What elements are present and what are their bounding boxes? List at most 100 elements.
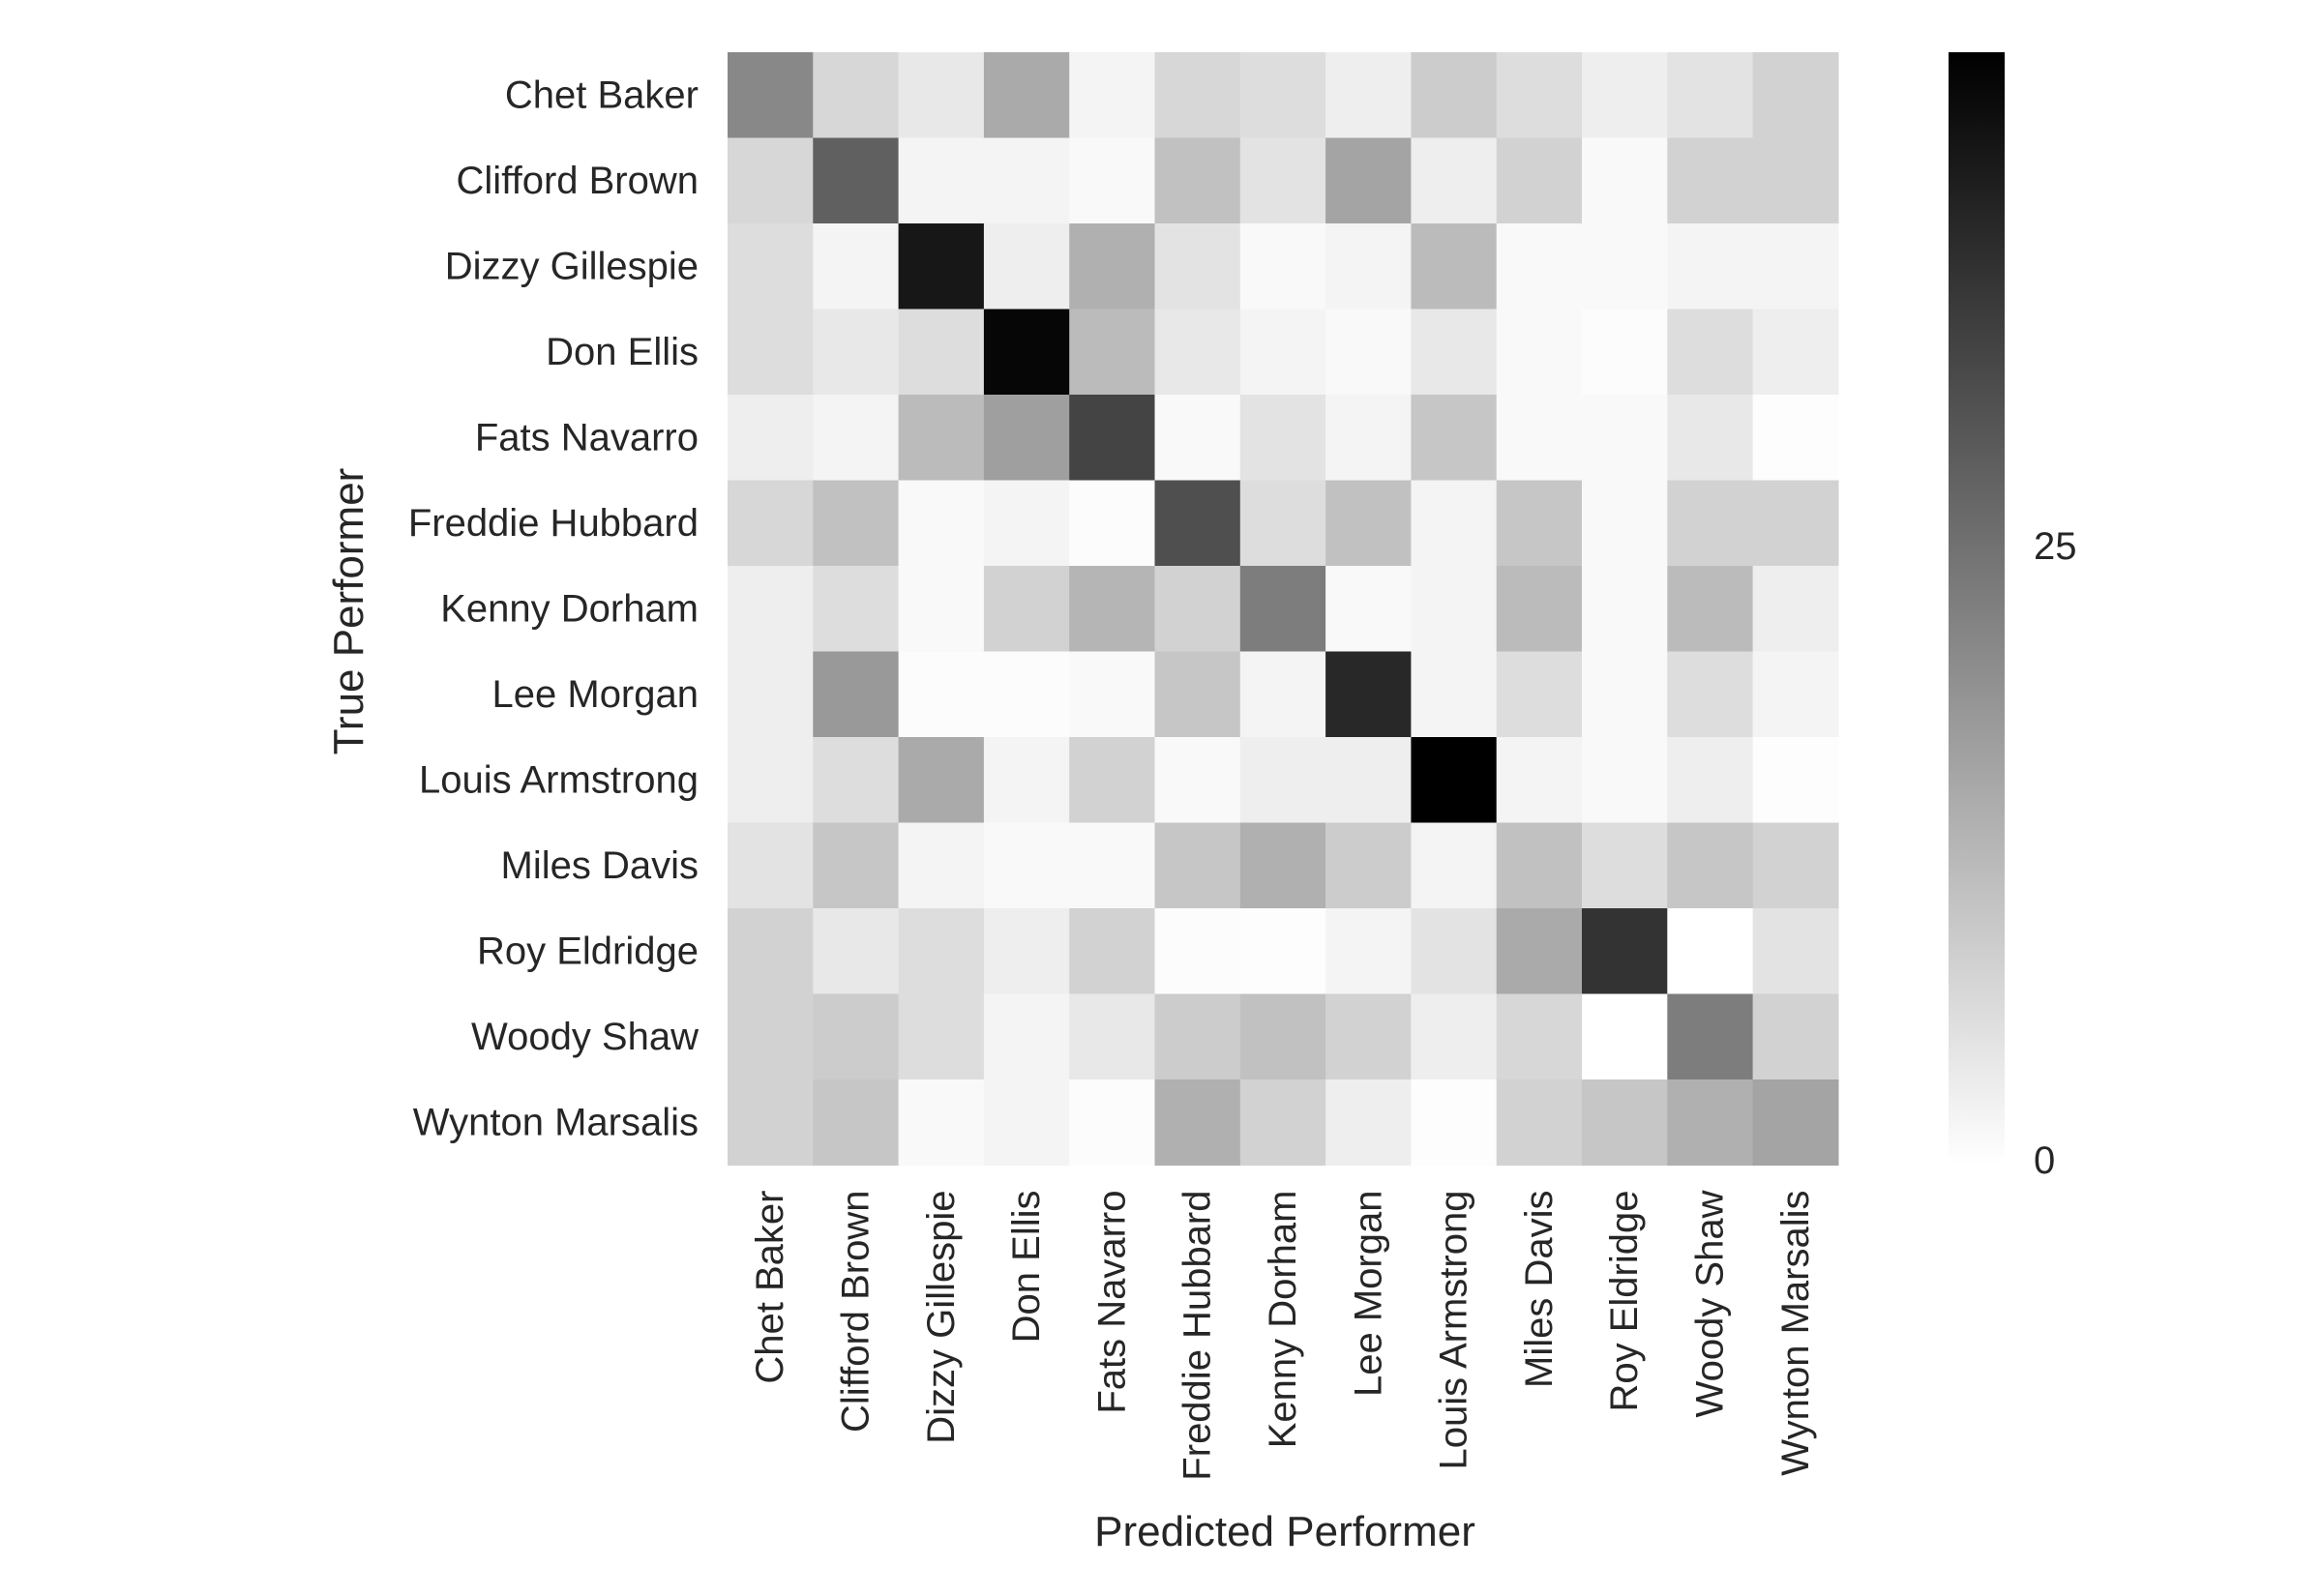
heatmap-cell-louis-armstrong-don-ellis [983,737,1070,824]
heatmap-cell-don-ellis-don-ellis [983,309,1070,396]
heatmap-cell-wynton-marsalis-roy-eldridge [1582,1079,1668,1167]
heatmap-cell-don-ellis-chet-baker [728,309,814,396]
heatmap-cell-don-ellis-roy-eldridge [1582,309,1668,396]
x-tick-label: Miles Davis [1518,1191,1561,1388]
heatmap-cell-roy-eldridge-chet-baker [728,908,814,995]
heatmap-cell-wynton-marsalis-fats-navarro [1069,1079,1156,1167]
heatmap-cell-woody-shaw-don-ellis [983,993,1070,1080]
heatmap-cell-fats-navarro-lee-morgan [1325,395,1412,482]
heatmap-cell-miles-davis-don-ellis [983,822,1070,909]
heatmap-cell-lee-morgan-chet-baker [728,651,814,738]
heatmap-cell-woody-shaw-roy-eldridge [1582,993,1668,1080]
heatmap-cell-dizzy-gillespie-lee-morgan [1325,223,1412,310]
heatmap-cell-chet-baker-miles-davis [1496,52,1583,139]
heatmap-cell-wynton-marsalis-woody-shaw [1667,1079,1754,1167]
heatmap-cell-clifford-brown-clifford-brown [813,137,900,224]
y-tick-label: Don Ellis [546,331,699,373]
heatmap-cell-roy-eldridge-don-ellis [983,908,1070,995]
heatmap-cell-roy-eldridge-lee-morgan [1325,908,1412,995]
heatmap-cell-louis-armstrong-wynton-marsalis [1752,737,1839,824]
heatmap-cell-fats-navarro-dizzy-gillespie [898,395,985,482]
colorbar-tick-label: 25 [2034,525,2077,568]
heatmap-cell-clifford-brown-kenny-dorham [1239,137,1326,224]
heatmap-cell-clifford-brown-lee-morgan [1325,137,1412,224]
heatmap-cell-freddie-hubbard-chet-baker [728,480,814,567]
heatmap-cell-clifford-brown-dizzy-gillespie [898,137,985,224]
heatmap-cell-roy-eldridge-fats-navarro [1069,908,1156,995]
heatmap-cell-chet-baker-dizzy-gillespie [898,52,985,139]
heatmap-cell-lee-morgan-fats-navarro [1069,651,1156,738]
heatmap-cell-fats-navarro-miles-davis [1496,395,1583,482]
heatmap-cell-chet-baker-fats-navarro [1069,52,1156,139]
heatmap-cell-chet-baker-clifford-brown [813,52,900,139]
heatmap-cell-dizzy-gillespie-fats-navarro [1069,223,1156,310]
heatmap-cell-don-ellis-louis-armstrong [1411,309,1498,396]
heatmap-cell-louis-armstrong-fats-navarro [1069,737,1156,824]
heatmap-cell-miles-davis-louis-armstrong [1411,822,1498,909]
heatmap-cell-louis-armstrong-roy-eldridge [1582,737,1668,824]
heatmap-cell-louis-armstrong-chet-baker [728,737,814,824]
heatmap-cell-don-ellis-wynton-marsalis [1752,309,1839,396]
heatmap-cell-dizzy-gillespie-wynton-marsalis [1752,223,1839,310]
heatmap-cell-kenny-dorham-miles-davis [1496,566,1583,653]
heatmap-cell-fats-navarro-chet-baker [728,395,814,482]
heatmap-cell-miles-davis-freddie-hubbard [1154,822,1241,909]
heatmap-cell-miles-davis-lee-morgan [1325,822,1412,909]
y-tick-label: Fats Navarro [475,416,699,458]
heatmap-cell-freddie-hubbard-dizzy-gillespie [898,480,985,567]
heatmap-cell-roy-eldridge-roy-eldridge [1582,908,1668,995]
heatmap-cell-chet-baker-lee-morgan [1325,52,1412,139]
heatmap-cell-chet-baker-kenny-dorham [1239,52,1326,139]
x-tick-label: Chet Baker [749,1191,791,1384]
heatmap-cell-freddie-hubbard-wynton-marsalis [1752,480,1839,567]
heatmap-cell-woody-shaw-lee-morgan [1325,993,1412,1080]
heatmap-cell-woody-shaw-freddie-hubbard [1154,993,1241,1080]
heatmap-cell-fats-navarro-woody-shaw [1667,395,1754,482]
heatmap-cell-clifford-brown-fats-navarro [1069,137,1156,224]
y-tick-label: Freddie Hubbard [408,502,699,545]
heatmap-cell-clifford-brown-louis-armstrong [1411,137,1498,224]
heatmap-cell-clifford-brown-wynton-marsalis [1752,137,1839,224]
heatmap-cell-louis-armstrong-dizzy-gillespie [898,737,985,824]
heatmap-cell-lee-morgan-louis-armstrong [1411,651,1498,738]
heatmap-cell-roy-eldridge-miles-davis [1496,908,1583,995]
heatmap-cell-fats-navarro-clifford-brown [813,395,900,482]
heatmap-cell-don-ellis-freddie-hubbard [1154,309,1241,396]
y-tick-label: Chet Baker [505,74,699,116]
heatmap-cell-don-ellis-lee-morgan [1325,309,1412,396]
heatmap-cell-freddie-hubbard-freddie-hubbard [1154,480,1241,567]
heatmap-cell-clifford-brown-freddie-hubbard [1154,137,1241,224]
heatmap-cell-fats-navarro-kenny-dorham [1239,395,1326,482]
heatmap-cell-freddie-hubbard-kenny-dorham [1239,480,1326,567]
heatmap-cell-miles-davis-clifford-brown [813,822,900,909]
heatmap-cell-chet-baker-chet-baker [728,52,814,139]
heatmap-cell-wynton-marsalis-don-ellis [983,1079,1070,1167]
heatmap-cell-miles-davis-dizzy-gillespie [898,822,985,909]
heatmap-cell-dizzy-gillespie-miles-davis [1496,223,1583,310]
x-tick-label: Dizzy Gillespie [920,1191,963,1444]
y-axis-label: True Performer [325,468,372,755]
heatmap-cell-wynton-marsalis-freddie-hubbard [1154,1079,1241,1167]
heatmap-cell-roy-eldridge-louis-armstrong [1411,908,1498,995]
x-tick-label: Roy Eldridge [1603,1191,1646,1412]
heatmap-cell-fats-navarro-don-ellis [983,395,1070,482]
heatmap-cell-dizzy-gillespie-chet-baker [728,223,814,310]
heatmap-cell-don-ellis-dizzy-gillespie [898,309,985,396]
heatmap-cell-miles-davis-woody-shaw [1667,822,1754,909]
heatmap-cell-freddie-hubbard-louis-armstrong [1411,480,1498,567]
heatmap-cell-wynton-marsalis-miles-davis [1496,1079,1583,1167]
heatmap-cell-kenny-dorham-dizzy-gillespie [898,566,985,653]
x-tick-label: Fats Navarro [1090,1191,1133,1414]
heatmap-cell-kenny-dorham-woody-shaw [1667,566,1754,653]
heatmap-cell-woody-shaw-kenny-dorham [1239,993,1326,1080]
heatmap-cell-roy-eldridge-dizzy-gillespie [898,908,985,995]
heatmap-cell-dizzy-gillespie-freddie-hubbard [1154,223,1241,310]
heatmap-cell-kenny-dorham-chet-baker [728,566,814,653]
heatmap-cell-wynton-marsalis-chet-baker [728,1079,814,1167]
heatmap-cell-lee-morgan-wynton-marsalis [1752,651,1839,738]
colorbar-tick-label: 0 [2034,1139,2055,1182]
heatmap-cell-lee-morgan-freddie-hubbard [1154,651,1241,738]
heatmap-cell-lee-morgan-clifford-brown [813,651,900,738]
colorbar-tick-labels: 0 25 [2034,525,2077,1182]
